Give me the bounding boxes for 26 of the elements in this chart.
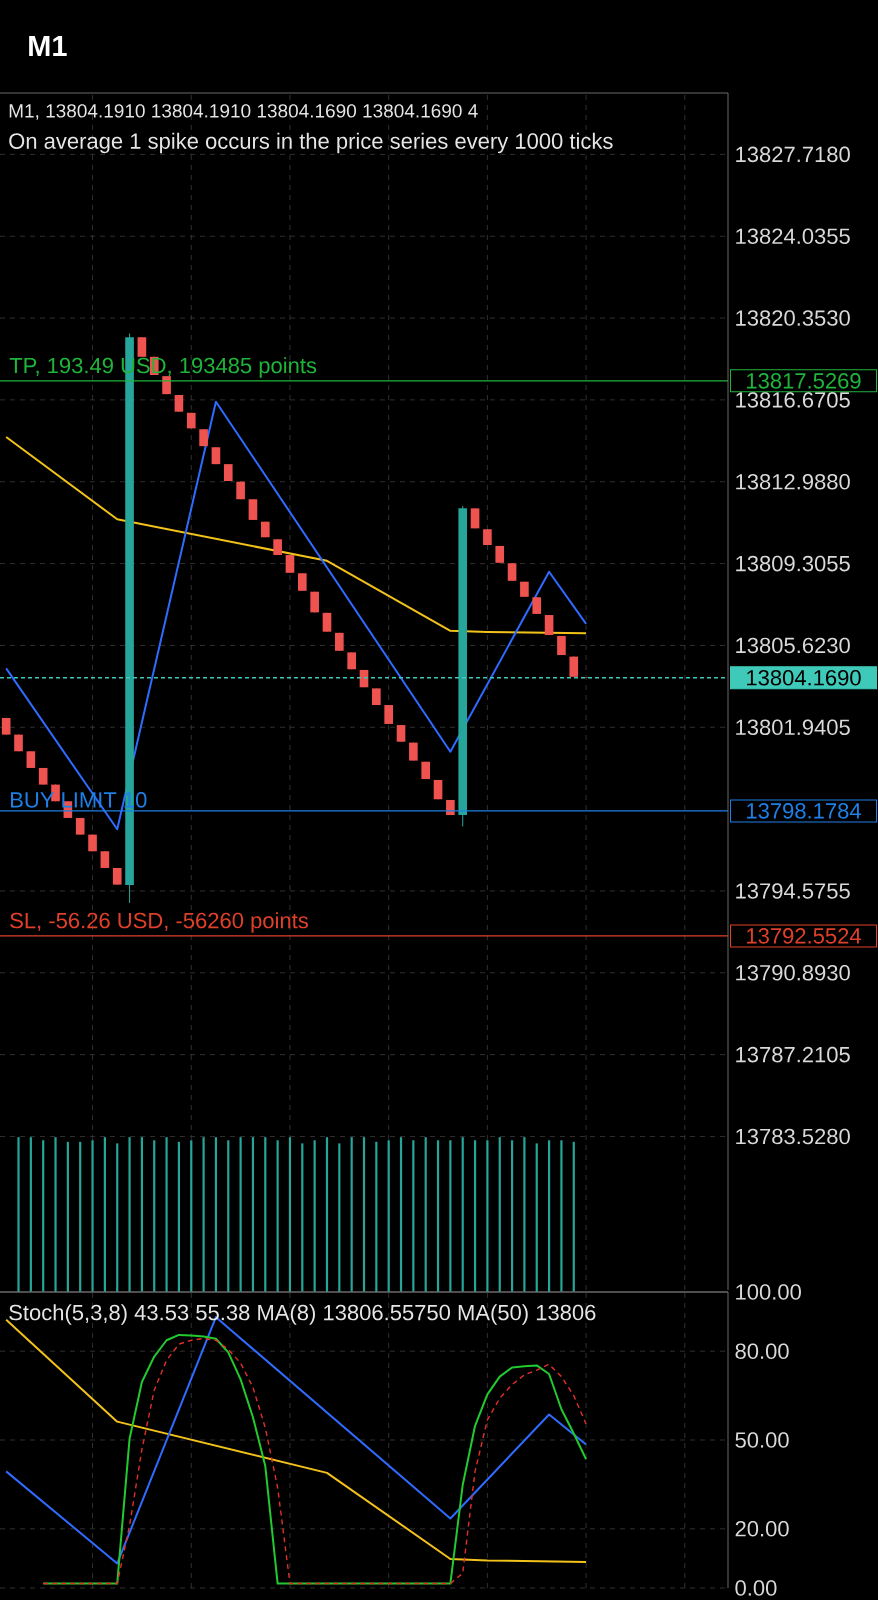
y-tick-label: 80.00 [735,1343,789,1359]
y-tick-label: 0.00 [735,1580,777,1596]
y-tick-label: 13794.5755 [736,883,850,899]
y-tick-label: 100.00 [736,1284,801,1300]
text: 13804.1690 [747,669,861,686]
y-tick-label: 13820.3530 [736,310,850,326]
y-tick-label: 13805.6230 [736,637,850,654]
text: 13792.5524 [747,928,861,944]
y-tick-label: 13824.0355 [736,228,850,245]
text: 13817.5269 [747,373,861,389]
chart-subtitle: M1, 13804.1910 13804.1910 13804.1690 13804.1690 4 [9,104,478,120]
y-tick-label: 13816.6705 [736,392,850,408]
text: 13798.1784 [747,803,861,819]
annotation: On average 1 spike occurs in the price series every 1000 ticks [9,132,613,154]
y-tick-label: 13783.5280 [736,1128,850,1145]
y-tick-label: 50.00 [735,1432,789,1448]
y-tick-label: 13801.9405 [736,719,850,736]
y-tick-label: 13812.9880 [736,473,850,490]
y-tick-label: 20.00 [735,1521,789,1537]
ref-line-label: SL, -56.26 USD, -56260 points [10,912,308,933]
text: Stoch(5,3,8) 43.53 55.38 MA(8) 13806.55750 MA(50) 13806 [9,1304,596,1325]
y-tick-label: 13809.3055 [736,555,850,572]
chart-title: M1 [29,36,67,56]
y-tick-label: 13787.2105 [736,1046,850,1063]
y-tick-label: 13827.7180 [736,146,850,163]
y-tick-label: 13790.8930 [736,964,850,981]
